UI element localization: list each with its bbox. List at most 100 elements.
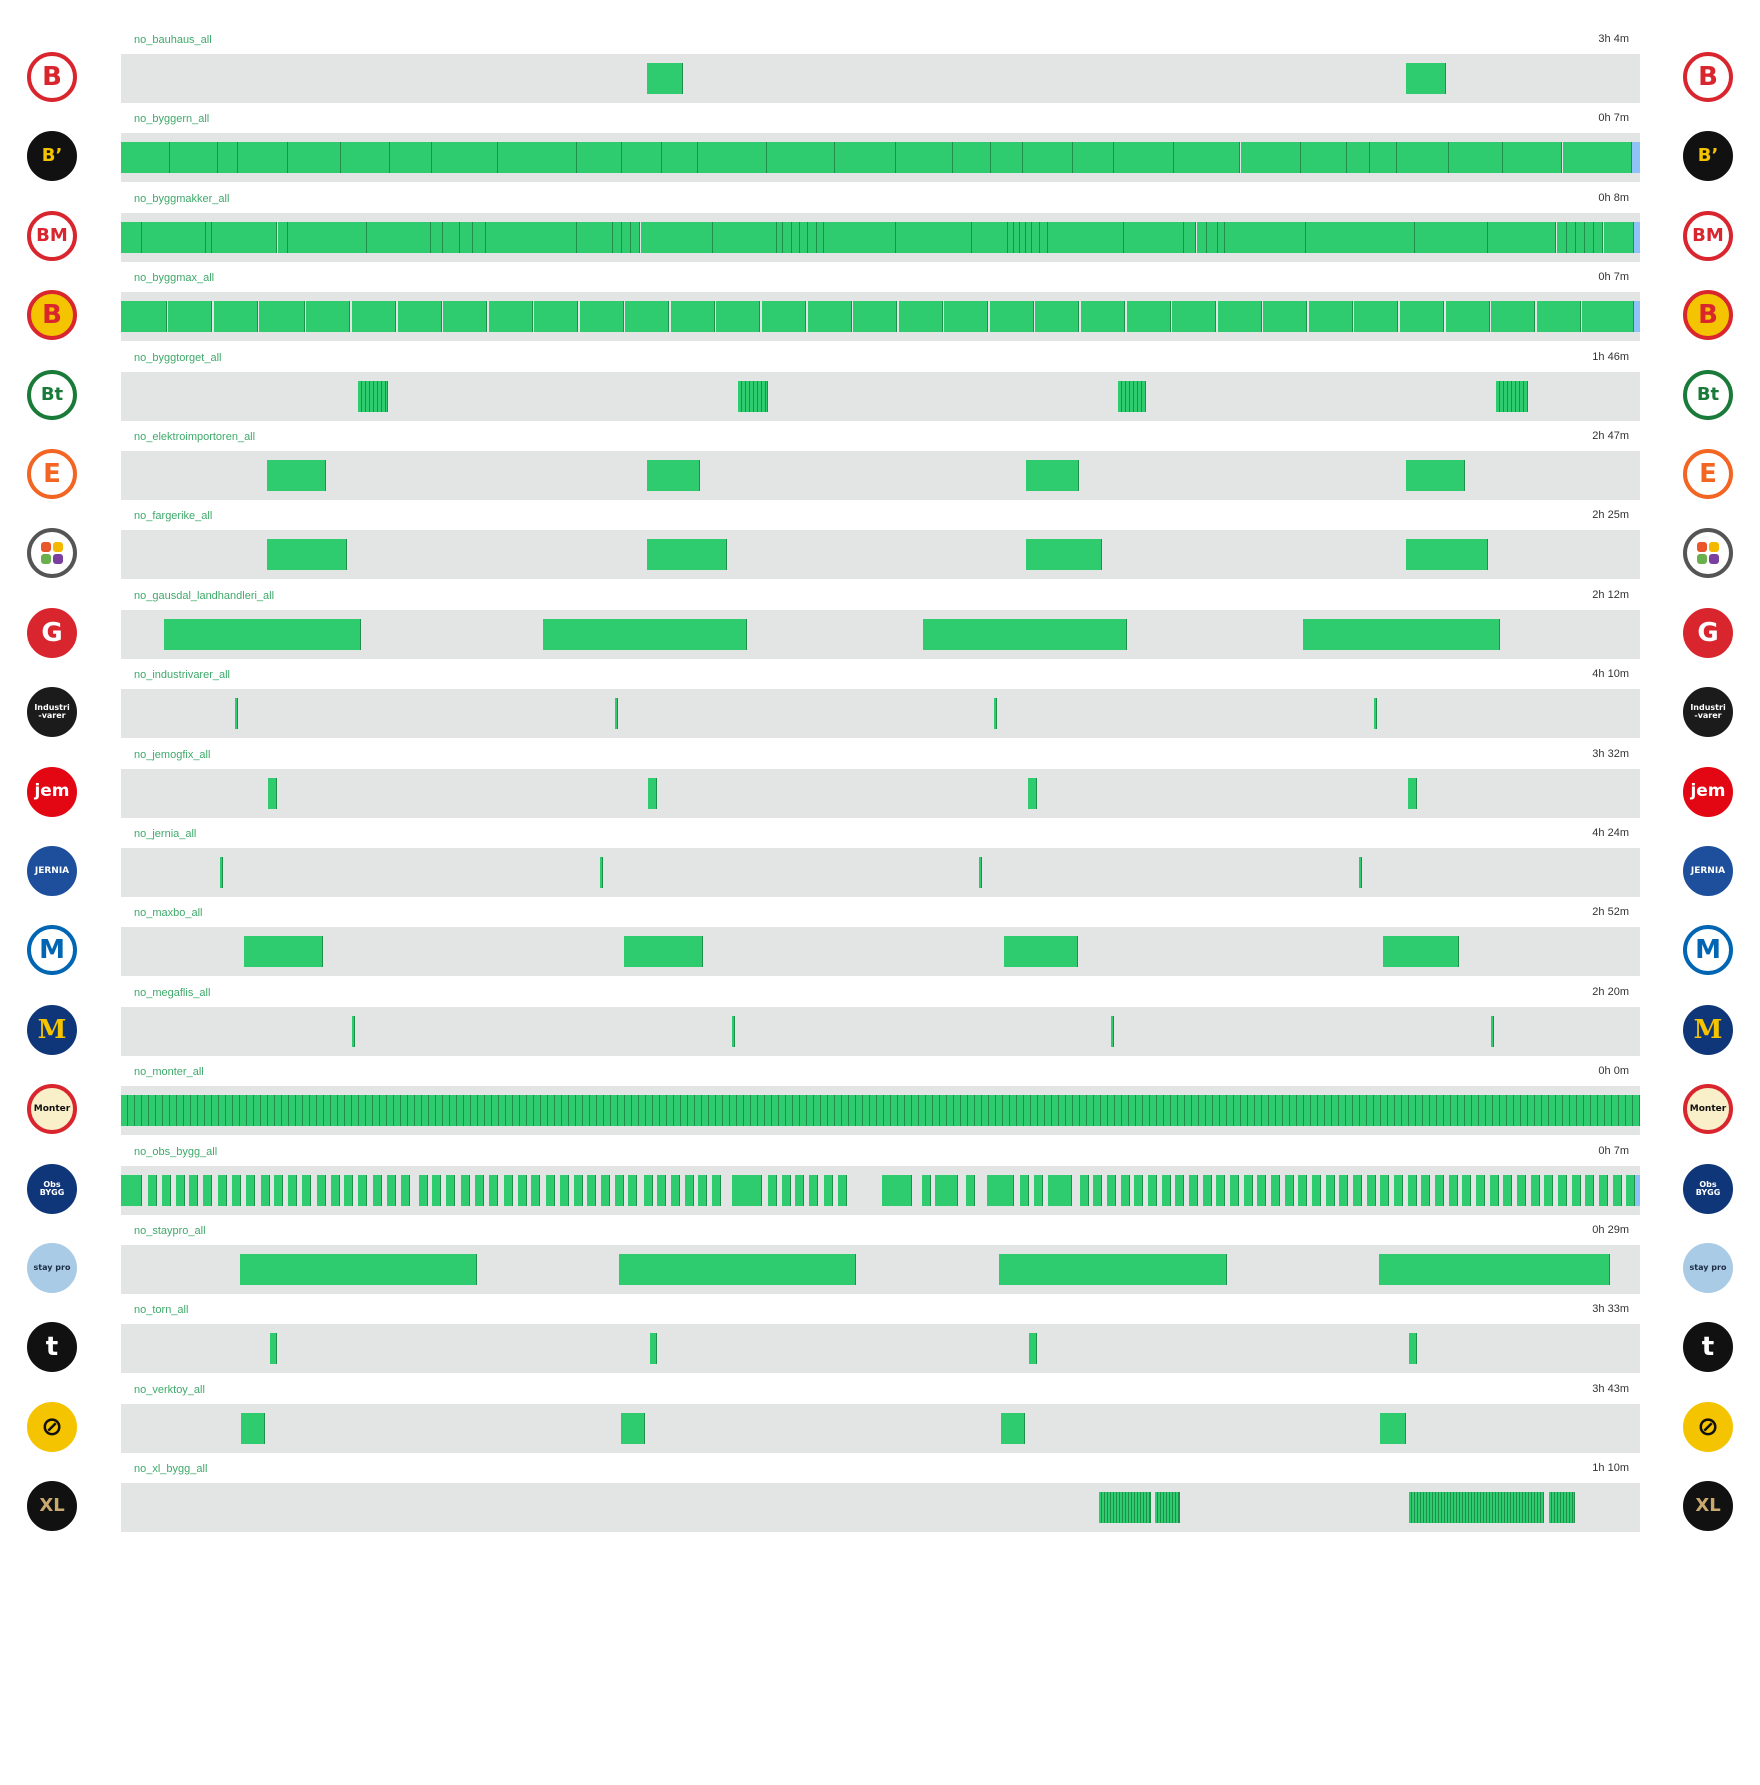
- timeline-segment[interactable]: [288, 221, 368, 253]
- timeline-segment[interactable]: [711, 1174, 721, 1206]
- timeline-segment[interactable]: [1576, 221, 1586, 253]
- timeline-segment[interactable]: [260, 1174, 270, 1206]
- timeline-segment[interactable]: [446, 1174, 456, 1206]
- timeline-segment[interactable]: [661, 142, 699, 174]
- timeline-segment[interactable]: [1378, 1254, 1610, 1285]
- timeline-segment[interactable]: [1503, 142, 1563, 174]
- timeline-segment[interactable]: [944, 301, 989, 333]
- timeline-segment[interactable]: [344, 1174, 354, 1206]
- timeline-segment[interactable]: [1407, 1174, 1417, 1206]
- timeline-segment[interactable]: [640, 221, 714, 253]
- timeline-segment[interactable]: [1409, 1333, 1417, 1365]
- timeline-segment[interactable]: [1556, 221, 1568, 253]
- timeline-segment[interactable]: [1599, 1174, 1609, 1206]
- timeline-segment[interactable]: [1612, 1174, 1622, 1206]
- timeline-segment[interactable]: [1491, 301, 1536, 333]
- timeline-segment[interactable]: [1106, 1174, 1116, 1206]
- timeline-segment[interactable]: [684, 1174, 694, 1206]
- timeline-segment[interactable]: [162, 1174, 172, 1206]
- timeline-segment-pending[interactable]: [1632, 142, 1640, 174]
- timeline-segment[interactable]: [628, 1174, 638, 1206]
- timeline-segment[interactable]: [259, 301, 305, 333]
- timeline-segment[interactable]: [459, 221, 474, 253]
- timeline-segment[interactable]: [430, 221, 444, 253]
- timeline-segment[interactable]: [1302, 618, 1501, 650]
- timeline-segment[interactable]: [543, 618, 747, 650]
- timeline-segment[interactable]: [1407, 777, 1417, 809]
- timeline-segment[interactable]: [737, 380, 769, 412]
- timeline-segment[interactable]: [234, 698, 238, 730]
- timeline-segment[interactable]: [142, 221, 207, 253]
- timeline-segment[interactable]: [1216, 1174, 1226, 1206]
- timeline-segment[interactable]: [219, 857, 223, 888]
- timeline-segment[interactable]: [245, 1174, 255, 1206]
- timeline-segment[interactable]: [212, 221, 278, 253]
- timeline-segment[interactable]: [587, 1174, 597, 1206]
- timeline-segment[interactable]: [330, 1174, 340, 1206]
- timeline-segment[interactable]: [288, 1174, 298, 1206]
- timeline-segment[interactable]: [1207, 221, 1218, 253]
- timeline-segment[interactable]: [623, 936, 703, 968]
- timeline-segment-pending[interactable]: [1633, 301, 1640, 333]
- timeline-segment[interactable]: [546, 1174, 556, 1206]
- timeline-segment[interactable]: [1196, 221, 1208, 253]
- timeline-segment[interactable]: [614, 1174, 624, 1206]
- timeline-segment[interactable]: [1099, 1492, 1151, 1524]
- timeline-segment[interactable]: [731, 1174, 762, 1206]
- timeline-segment[interactable]: [367, 221, 431, 253]
- timeline-segment[interactable]: [358, 1174, 368, 1206]
- timeline-segment[interactable]: [1081, 301, 1126, 333]
- timeline-segment[interactable]: [619, 1254, 857, 1285]
- timeline-segment[interactable]: [1354, 301, 1399, 333]
- timeline-segment[interactable]: [1548, 1492, 1575, 1524]
- timeline-segment[interactable]: [121, 1174, 143, 1206]
- timeline-segment[interactable]: [1298, 1174, 1308, 1206]
- timeline-segment[interactable]: [657, 1174, 667, 1206]
- timeline-segment[interactable]: [953, 142, 992, 174]
- timeline-segment[interactable]: [351, 1015, 355, 1047]
- timeline-segment[interactable]: [971, 221, 1009, 253]
- timeline-segment[interactable]: [1047, 221, 1124, 253]
- timeline-segment[interactable]: [560, 1174, 570, 1206]
- timeline-segment[interactable]: [168, 301, 213, 333]
- timeline-segment[interactable]: [1020, 1174, 1030, 1206]
- timeline-segment[interactable]: [643, 1174, 653, 1206]
- timeline-segment[interactable]: [301, 1174, 311, 1206]
- timeline-segment[interactable]: [418, 1174, 428, 1206]
- timeline-segment[interactable]: [1517, 1174, 1527, 1206]
- timeline-segment[interactable]: [432, 142, 498, 174]
- timeline-segment[interactable]: [994, 698, 998, 730]
- timeline-segment[interactable]: [1462, 1174, 1472, 1206]
- timeline-segment[interactable]: [1155, 1492, 1180, 1524]
- timeline-segment[interactable]: [631, 221, 641, 253]
- timeline-segment[interactable]: [1503, 1174, 1513, 1206]
- timeline-segment[interactable]: [622, 221, 632, 253]
- timeline-segment[interactable]: [1126, 301, 1171, 333]
- timeline-segment[interactable]: [1047, 1174, 1072, 1206]
- timeline-segment[interactable]: [1397, 142, 1449, 174]
- timeline-segment[interactable]: [824, 1174, 834, 1206]
- timeline-segment[interactable]: [1380, 1174, 1390, 1206]
- timeline-segment[interactable]: [175, 1174, 185, 1206]
- timeline-segment[interactable]: [231, 1174, 241, 1206]
- timeline-segment[interactable]: [1406, 63, 1446, 94]
- timeline-segment[interactable]: [389, 142, 433, 174]
- timeline-segment[interactable]: [386, 1174, 396, 1206]
- timeline-segment[interactable]: [244, 936, 323, 968]
- timeline-segment[interactable]: [1229, 1174, 1239, 1206]
- timeline-segment[interactable]: [1409, 1492, 1545, 1524]
- timeline-segment[interactable]: [1175, 1174, 1185, 1206]
- timeline-segment[interactable]: [121, 1095, 1640, 1127]
- timeline-segment[interactable]: [1117, 380, 1147, 412]
- timeline-segment[interactable]: [517, 1174, 527, 1206]
- timeline-segment[interactable]: [965, 1174, 975, 1206]
- timeline-segment[interactable]: [1585, 221, 1595, 253]
- timeline-segment[interactable]: [443, 301, 488, 333]
- timeline-segment[interactable]: [781, 1174, 791, 1206]
- timeline-segment[interactable]: [269, 1333, 278, 1365]
- timeline-segment[interactable]: [1033, 1174, 1043, 1206]
- timeline-segment[interactable]: [1366, 1174, 1376, 1206]
- timeline-segment[interactable]: [1311, 1174, 1321, 1206]
- timeline-segment[interactable]: [1040, 221, 1048, 253]
- timeline-segment[interactable]: [1359, 857, 1362, 888]
